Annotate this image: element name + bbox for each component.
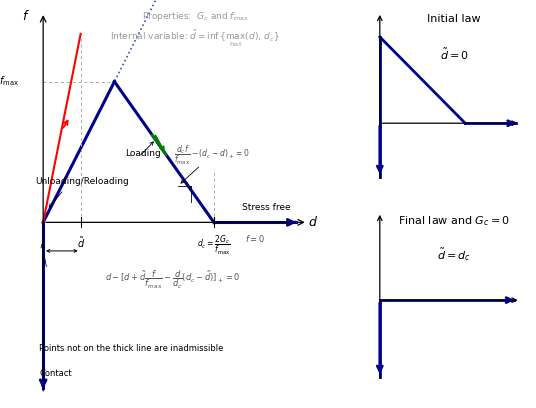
Text: Properties:  $G_c$ and $f_{\mathrm{max}}$: Properties: $G_c$ and $f_{\mathrm{max}}$ — [142, 10, 248, 23]
Text: $d$: $d$ — [308, 215, 318, 229]
Text: $f = 0$: $f = 0$ — [245, 233, 265, 244]
Text: $\tilde{d} = 0$: $\tilde{d} = 0$ — [440, 47, 468, 62]
Text: $f_{\mathrm{max}}$: $f_{\mathrm{max}}$ — [0, 75, 19, 89]
Text: $\tilde{d} = d_c$: $\tilde{d} = d_c$ — [437, 246, 471, 263]
Text: $d_c = \dfrac{2G_c}{f_{\mathrm{max}}}$: $d_c = \dfrac{2G_c}{f_{\mathrm{max}}}$ — [197, 234, 231, 257]
Text: Unloading/Reloading: Unloading/Reloading — [36, 177, 129, 186]
Text: $\dfrac{d_c f}{f_{\mathrm{max}}} - (d_c - d)_+ = 0$: $\dfrac{d_c f}{f_{\mathrm{max}}} - (d_c … — [174, 143, 250, 167]
Text: Internal variable: $\tilde{d} = \inf\{\underset{\mathrm{hist}}{\max}(d),\, d_c\}: Internal variable: $\tilde{d} = \inf\{\u… — [110, 29, 280, 49]
Text: $\tilde{d}$: $\tilde{d}$ — [77, 235, 85, 251]
Text: $d - [d + \tilde{d}\dfrac{f}{f_{\mathrm{max}}} - \dfrac{d}{d_c}(d_c - \tilde{d}): $d - [d + \tilde{d}\dfrac{f}{f_{\mathrm{… — [105, 268, 241, 290]
Text: $f$: $f$ — [23, 9, 30, 23]
Text: Contact: Contact — [40, 369, 72, 378]
Text: Stress free: Stress free — [242, 203, 291, 212]
Text: Points not on the thick line are inadmissible: Points not on the thick line are inadmis… — [40, 344, 224, 353]
Text: Final law and $G_c = 0$: Final law and $G_c = 0$ — [398, 214, 510, 228]
Text: Initial law: Initial law — [427, 14, 481, 24]
Text: Loading: Loading — [125, 149, 160, 157]
